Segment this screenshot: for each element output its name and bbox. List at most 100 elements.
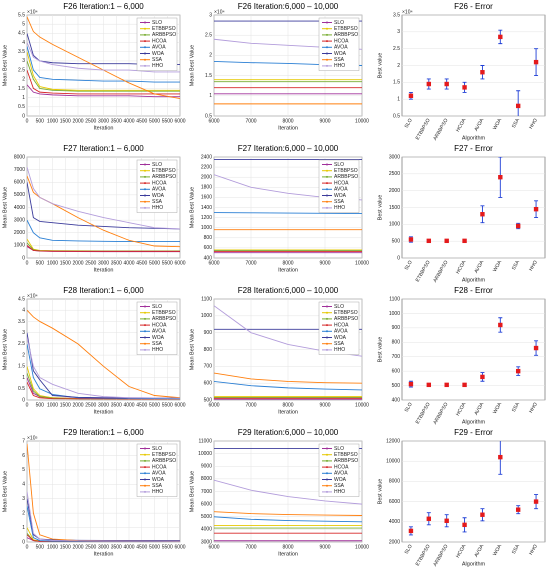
y-tick-label: 10000: [386, 459, 400, 465]
x-tick-label: ETBBPSO: [415, 402, 432, 426]
mean-marker: [533, 345, 539, 351]
legend-marker: [326, 342, 328, 345]
x-tick-label: HCOA: [455, 543, 468, 559]
y-tick-label: 4.5: [18, 296, 25, 302]
y-tick-label: 2000: [201, 175, 212, 181]
x-tick-label: 10000: [355, 118, 369, 124]
y-tick-label: 1: [22, 95, 25, 101]
mean-marker: [426, 81, 432, 87]
legend-marker: [326, 40, 328, 43]
legend-label: AVOA: [334, 329, 348, 335]
legend-marker: [144, 64, 146, 67]
legend-marker: [326, 447, 328, 450]
mean-marker: [533, 499, 539, 504]
legend-label: ARBBPSO: [334, 32, 358, 38]
legend-label: WOA: [334, 477, 347, 483]
x-tick-label: 2000: [72, 402, 83, 408]
y-tick-label: 0.5: [205, 113, 212, 119]
y-tick-label: 4000: [389, 519, 400, 525]
y-tick-label: 0: [397, 255, 400, 261]
x-axis-label: Algorithm: [462, 419, 486, 425]
y-tick-label: 1000: [389, 222, 400, 228]
x-tick-label: ARBBPSO: [432, 118, 449, 142]
y-axis-label: Mean Best Value: [2, 329, 8, 370]
legend-marker: [144, 175, 146, 178]
y-tick-label: 7000: [201, 489, 212, 495]
series-line: [27, 175, 180, 248]
chart-title: F29 Iteration:1 – 6,000: [63, 428, 144, 437]
y-tick-label: 3.5: [393, 12, 400, 18]
x-tick-label: 4000: [123, 544, 134, 550]
y-tick-label: 6000: [201, 501, 212, 507]
x-tick-label: 6000: [208, 544, 219, 550]
y-tick-label: 800: [204, 235, 213, 241]
mean-marker: [498, 322, 503, 328]
y-tick-label: 8000: [201, 476, 212, 482]
y-tick-label: 1100: [201, 296, 212, 302]
y-tick-label: 1: [22, 375, 25, 381]
legend-label: HCOA: [334, 464, 349, 470]
y-tick-label: 1600: [201, 195, 212, 201]
x-tick-label: 3500: [111, 118, 122, 124]
x-tick-label: ARBBPSO: [432, 544, 449, 568]
series-line: [27, 60, 180, 92]
legend-label: SSA: [334, 341, 345, 347]
mean-marker: [480, 70, 485, 75]
mean-marker: [515, 223, 521, 229]
x-tick-label: 3000: [98, 260, 109, 266]
y-tick-label: 800: [204, 347, 213, 353]
legend-box: [136, 159, 178, 213]
legend-marker: [144, 206, 146, 209]
legend-label: ETBBPSO: [152, 26, 176, 32]
mean-marker: [498, 175, 503, 180]
legend-marker: [144, 490, 146, 493]
y-tick-label: 2000: [389, 539, 400, 545]
x-tick-label: SLO: [404, 260, 414, 272]
y-axis-label: Best value: [377, 195, 383, 221]
x-tick-label: 7000: [245, 118, 256, 124]
y-tick-label: 0: [22, 113, 25, 119]
y-tick-label: 1: [209, 93, 212, 99]
y-tick-label: 2: [397, 63, 400, 69]
x-tick-label: 3000: [98, 118, 109, 124]
legend-label: HCOA: [152, 464, 167, 470]
y-axis-label: Mean Best Value: [2, 187, 8, 228]
series-line: [214, 381, 362, 391]
x-tick-label: 500: [36, 260, 45, 266]
y-axis-label: Mean Best Value: [189, 471, 195, 512]
y-tick-label: 500: [204, 397, 213, 403]
mean-marker: [444, 518, 449, 523]
legend-label: ARBBPSO: [152, 32, 176, 38]
legend-marker: [326, 163, 328, 166]
legend-marker: [326, 188, 328, 191]
x-tick-label: SSA: [511, 543, 522, 555]
mean-marker: [426, 516, 432, 521]
legend-label: AVOA: [334, 187, 348, 193]
legend-marker: [326, 194, 328, 197]
legend-label: HHO: [152, 489, 163, 495]
y-tick-label: 1.5: [18, 364, 25, 370]
x-tick-label: 1500: [60, 260, 71, 266]
x-tick-label: 3500: [111, 402, 122, 408]
y-tick-label: 1500: [389, 205, 400, 211]
legend-label: HCOA: [334, 322, 349, 328]
y-tick-label: 3: [22, 496, 25, 502]
y-tick-label: 600: [204, 245, 213, 251]
x-tick-label: 5500: [162, 544, 173, 550]
legend-label: SSA: [152, 341, 163, 347]
y-scale-label: ×10⁴: [27, 9, 38, 15]
legend-marker: [326, 33, 328, 36]
y-tick-label: 5: [22, 467, 25, 473]
legend-label: AVOA: [334, 471, 348, 477]
series-line: [27, 245, 180, 252]
legend-label: ETBBPSO: [152, 452, 176, 458]
legend-marker: [144, 484, 146, 487]
y-tick-label: 2.5: [18, 341, 25, 347]
legend-label: HCOA: [334, 180, 349, 186]
x-tick-label: 4500: [136, 402, 147, 408]
x-tick-label: 0: [26, 260, 29, 266]
series-line: [214, 479, 362, 505]
legend-label: ARBBPSO: [152, 458, 176, 464]
series-line: [27, 42, 180, 73]
x-tick-label: 5000: [149, 544, 160, 550]
